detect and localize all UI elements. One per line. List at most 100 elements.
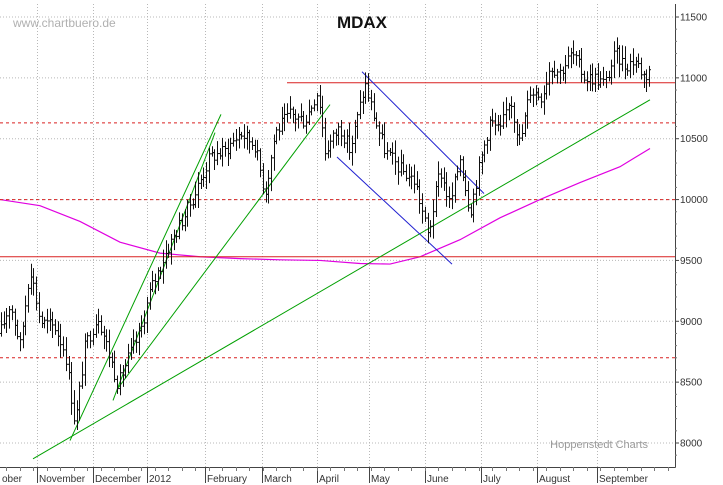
price-bar [456, 165, 459, 181]
y-tick-label: 10500 [680, 134, 708, 145]
x-tick-label: ober [2, 474, 23, 485]
price-bar [146, 296, 149, 334]
grid [0, 4, 675, 467]
price-bar [564, 55, 567, 84]
price-bar [340, 120, 343, 147]
price-bar [424, 206, 427, 222]
price-bar [143, 310, 146, 335]
price-bar [86, 332, 89, 349]
price-bar [418, 179, 421, 214]
price-bar [356, 111, 359, 139]
price-bar [402, 154, 405, 175]
price-bar [445, 172, 448, 207]
price-bar [343, 129, 346, 149]
price-bar [316, 92, 319, 112]
price-bar [8, 305, 11, 329]
price-bar [337, 122, 340, 146]
price-bar [321, 95, 324, 138]
price-bar [92, 328, 95, 346]
y-tick-label: 8000 [680, 439, 703, 450]
price-bar [467, 181, 470, 212]
price-bar [108, 329, 111, 368]
price-bar [367, 73, 370, 102]
price-bar [599, 71, 602, 88]
price-bar [491, 108, 494, 127]
price-bar [278, 123, 281, 141]
trend-line [32, 99, 651, 460]
price-bar [167, 243, 170, 258]
price-bar [97, 308, 100, 334]
y-tick-label: 9000 [680, 317, 703, 328]
price-bar [313, 99, 316, 112]
price-bar [178, 212, 181, 240]
price-bar [275, 126, 278, 145]
price-bar [38, 292, 41, 324]
price-bar [202, 167, 205, 187]
price-bar [575, 50, 578, 66]
price-bar [135, 331, 138, 353]
price-bar [537, 87, 540, 101]
price-bar [170, 233, 173, 265]
price-bar [270, 154, 273, 192]
moving-average-line [0, 147, 651, 265]
price-bar [159, 266, 162, 280]
price-bar [140, 315, 143, 338]
price-bar [529, 86, 532, 104]
price-bar [375, 112, 378, 129]
price-bar [559, 63, 562, 84]
price-bar [383, 122, 386, 159]
x-tick-label: June [427, 474, 449, 485]
price-bar [302, 110, 305, 129]
price-bar [186, 199, 189, 227]
price-bar [553, 60, 556, 78]
x-tick-label: July [483, 474, 501, 485]
price-bar [378, 121, 381, 146]
price-bar [421, 193, 424, 224]
price-bar [359, 90, 362, 120]
price-bar [332, 130, 335, 149]
price-bar [494, 112, 497, 136]
price-bar [602, 66, 605, 86]
price-bar [11, 305, 14, 321]
price-bar [100, 315, 103, 336]
watermark: www.chartbuero.de [12, 16, 116, 30]
price-bar [224, 141, 227, 157]
price-bar [594, 67, 597, 93]
y-tick-label: 11000 [680, 73, 708, 84]
moving-average-layer [0, 147, 651, 265]
x-tick-label: November [39, 474, 86, 485]
price-bar [70, 361, 73, 415]
price-bar [289, 96, 292, 119]
price-bar [648, 65, 651, 87]
price-bar [348, 122, 351, 160]
price-bar [502, 101, 505, 130]
price-bar [119, 364, 122, 396]
price-bar [364, 72, 367, 104]
price-bar [413, 164, 416, 194]
price-bar [294, 109, 297, 132]
price-bar [629, 53, 632, 79]
price-bar [162, 249, 165, 284]
price-bar [89, 330, 92, 349]
price-bar [127, 343, 130, 373]
price-bar [586, 71, 589, 92]
price-bar [54, 319, 57, 335]
price-bar [35, 276, 38, 311]
x-tick-label: 2012 [149, 474, 172, 485]
x-tick-label: February [207, 474, 247, 485]
price-bar [632, 48, 635, 76]
y-tick-label: 8500 [680, 378, 703, 389]
price-bar [386, 142, 389, 160]
price-bar [73, 390, 76, 425]
price-bar [521, 124, 524, 142]
price-bar [478, 156, 481, 196]
price-bar [437, 161, 440, 197]
price-bar [394, 140, 397, 175]
trend-line [69, 114, 222, 441]
price-bar [194, 181, 197, 208]
price-bar [248, 129, 251, 154]
y-tick-label: 9500 [680, 256, 703, 267]
price-bar [613, 41, 616, 79]
price-bar [213, 149, 216, 171]
price-bar [175, 230, 178, 243]
